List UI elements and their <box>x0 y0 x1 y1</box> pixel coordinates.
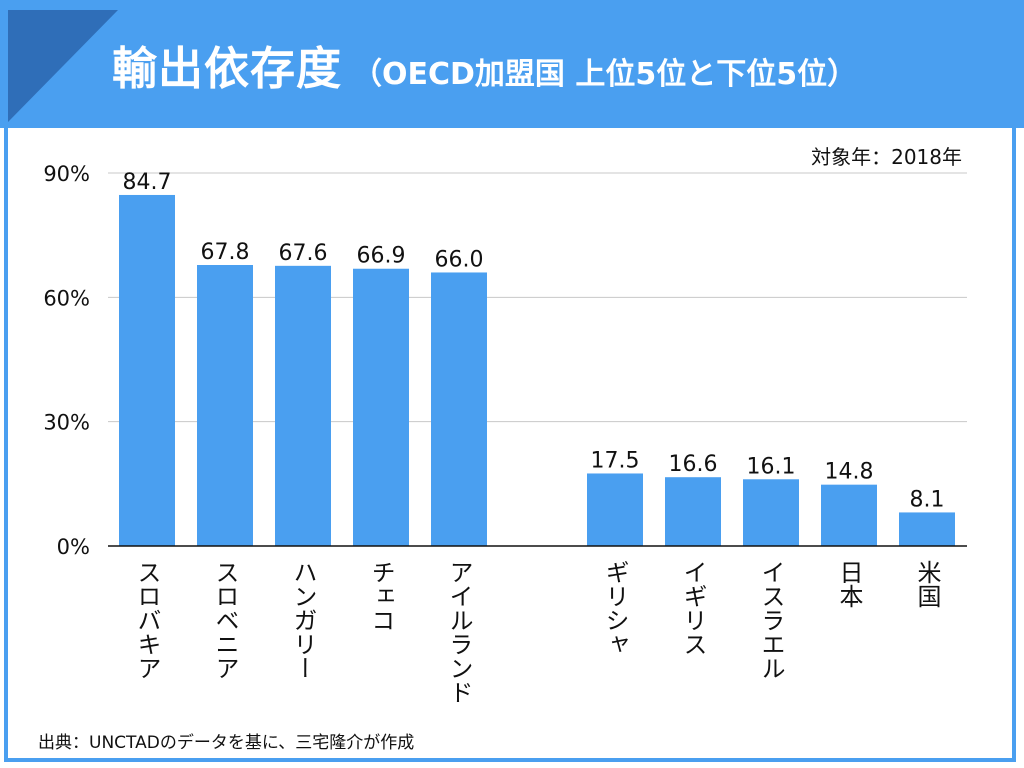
bar <box>899 512 955 546</box>
value-label: 66.9 <box>357 244 406 269</box>
value-label: 17.5 <box>591 448 640 473</box>
value-label: 8.1 <box>910 487 945 512</box>
page-title: 輸出依存度 （OECD加盟国 上位5位と下位5位） <box>112 32 857 102</box>
bar <box>431 272 487 546</box>
y-tick-label: 60% <box>43 286 90 310</box>
corner-triangle-decoration <box>8 10 118 122</box>
title-subtitle: （OECD加盟国 上位5位と下位5位） <box>352 57 858 92</box>
category-label: 日本 <box>835 560 863 608</box>
content-frame <box>4 124 1016 762</box>
y-tick-label: 90% <box>43 162 90 186</box>
category-label: ギリシャ <box>601 560 629 656</box>
value-label: 67.8 <box>201 240 250 265</box>
value-label: 16.1 <box>747 454 796 479</box>
target-year-note: 対象年：2018年 <box>811 145 962 169</box>
value-label: 66.0 <box>435 247 484 272</box>
bar <box>275 265 331 546</box>
value-label: 14.8 <box>825 460 874 485</box>
bar <box>743 479 799 546</box>
bar <box>665 477 721 546</box>
category-label: 米国 <box>913 560 941 608</box>
value-label: 84.7 <box>123 170 172 195</box>
y-tick-label: 0% <box>57 535 90 559</box>
category-label: アイルランド <box>445 560 473 704</box>
header-banner: 輸出依存度 （OECD加盟国 上位5位と下位5位） <box>0 0 1024 128</box>
corner-triangle <box>8 10 118 122</box>
bar <box>353 268 409 546</box>
bar <box>119 194 175 546</box>
category-label: イスラエル <box>757 560 785 680</box>
bar <box>197 265 253 546</box>
category-label: イギリス <box>679 560 707 656</box>
category-label: ハンガリー <box>289 560 317 680</box>
title-main: 輸出依存度 <box>112 42 343 95</box>
category-label: スロバキア <box>133 560 161 680</box>
y-tick-label: 30% <box>43 411 90 435</box>
bar <box>587 473 643 546</box>
category-label: チェコ <box>367 560 395 632</box>
value-label: 67.6 <box>279 241 328 266</box>
category-label: スロベニア <box>211 560 239 680</box>
bar <box>821 484 877 546</box>
value-label: 16.6 <box>669 452 718 477</box>
source-note: 出典：UNCTADのデータを基に、三宅隆介が作成 <box>38 733 415 753</box>
